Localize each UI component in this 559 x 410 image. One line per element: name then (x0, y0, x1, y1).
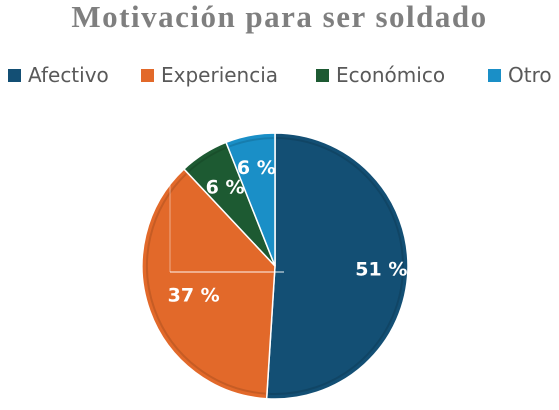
pie-slices (141, 132, 409, 400)
data-label-experiencia: 37 % (168, 284, 220, 306)
legend-swatch-otro (488, 68, 501, 82)
data-label-otro: 6 % (237, 157, 276, 179)
data-label-economico: 6 % (206, 176, 245, 198)
legend-label-experiencia: Experiencia (161, 63, 279, 87)
pie-slice-rim-economico (187, 146, 228, 173)
legend-item-experiencia: Experiencia (141, 63, 278, 87)
pie-slice-rim-experiencia (146, 172, 266, 395)
pie-slice-rim-otro (228, 137, 274, 148)
legend-item-afectivo: Afectivo (8, 63, 109, 87)
legend-label-economico: Económico (336, 63, 446, 87)
chart-legend: Afectivo Experiencia Económico Otro (0, 63, 559, 89)
legend-swatch-economico (316, 68, 329, 82)
legend-label-afectivo: Afectivo (28, 63, 109, 87)
pie-slice-rim-afectivo (268, 137, 404, 395)
pie-labels: 51 % 37 % 6 %6 % (168, 157, 408, 306)
pie-slice-afectivo (265, 132, 409, 400)
legend-swatch-afectivo (8, 68, 21, 82)
legend-item-economico: Económico (316, 63, 445, 87)
legend-swatch-experiencia (141, 68, 154, 82)
chart-title: Motivación para ser soldado (71, 0, 488, 34)
legend-item-otro: Otro (488, 63, 552, 87)
data-label-afectivo: 51 % (355, 258, 407, 280)
pie-slice-otro (225, 132, 276, 267)
pie-slice-experiencia (141, 167, 276, 400)
legend-label-otro: Otro (508, 63, 552, 87)
